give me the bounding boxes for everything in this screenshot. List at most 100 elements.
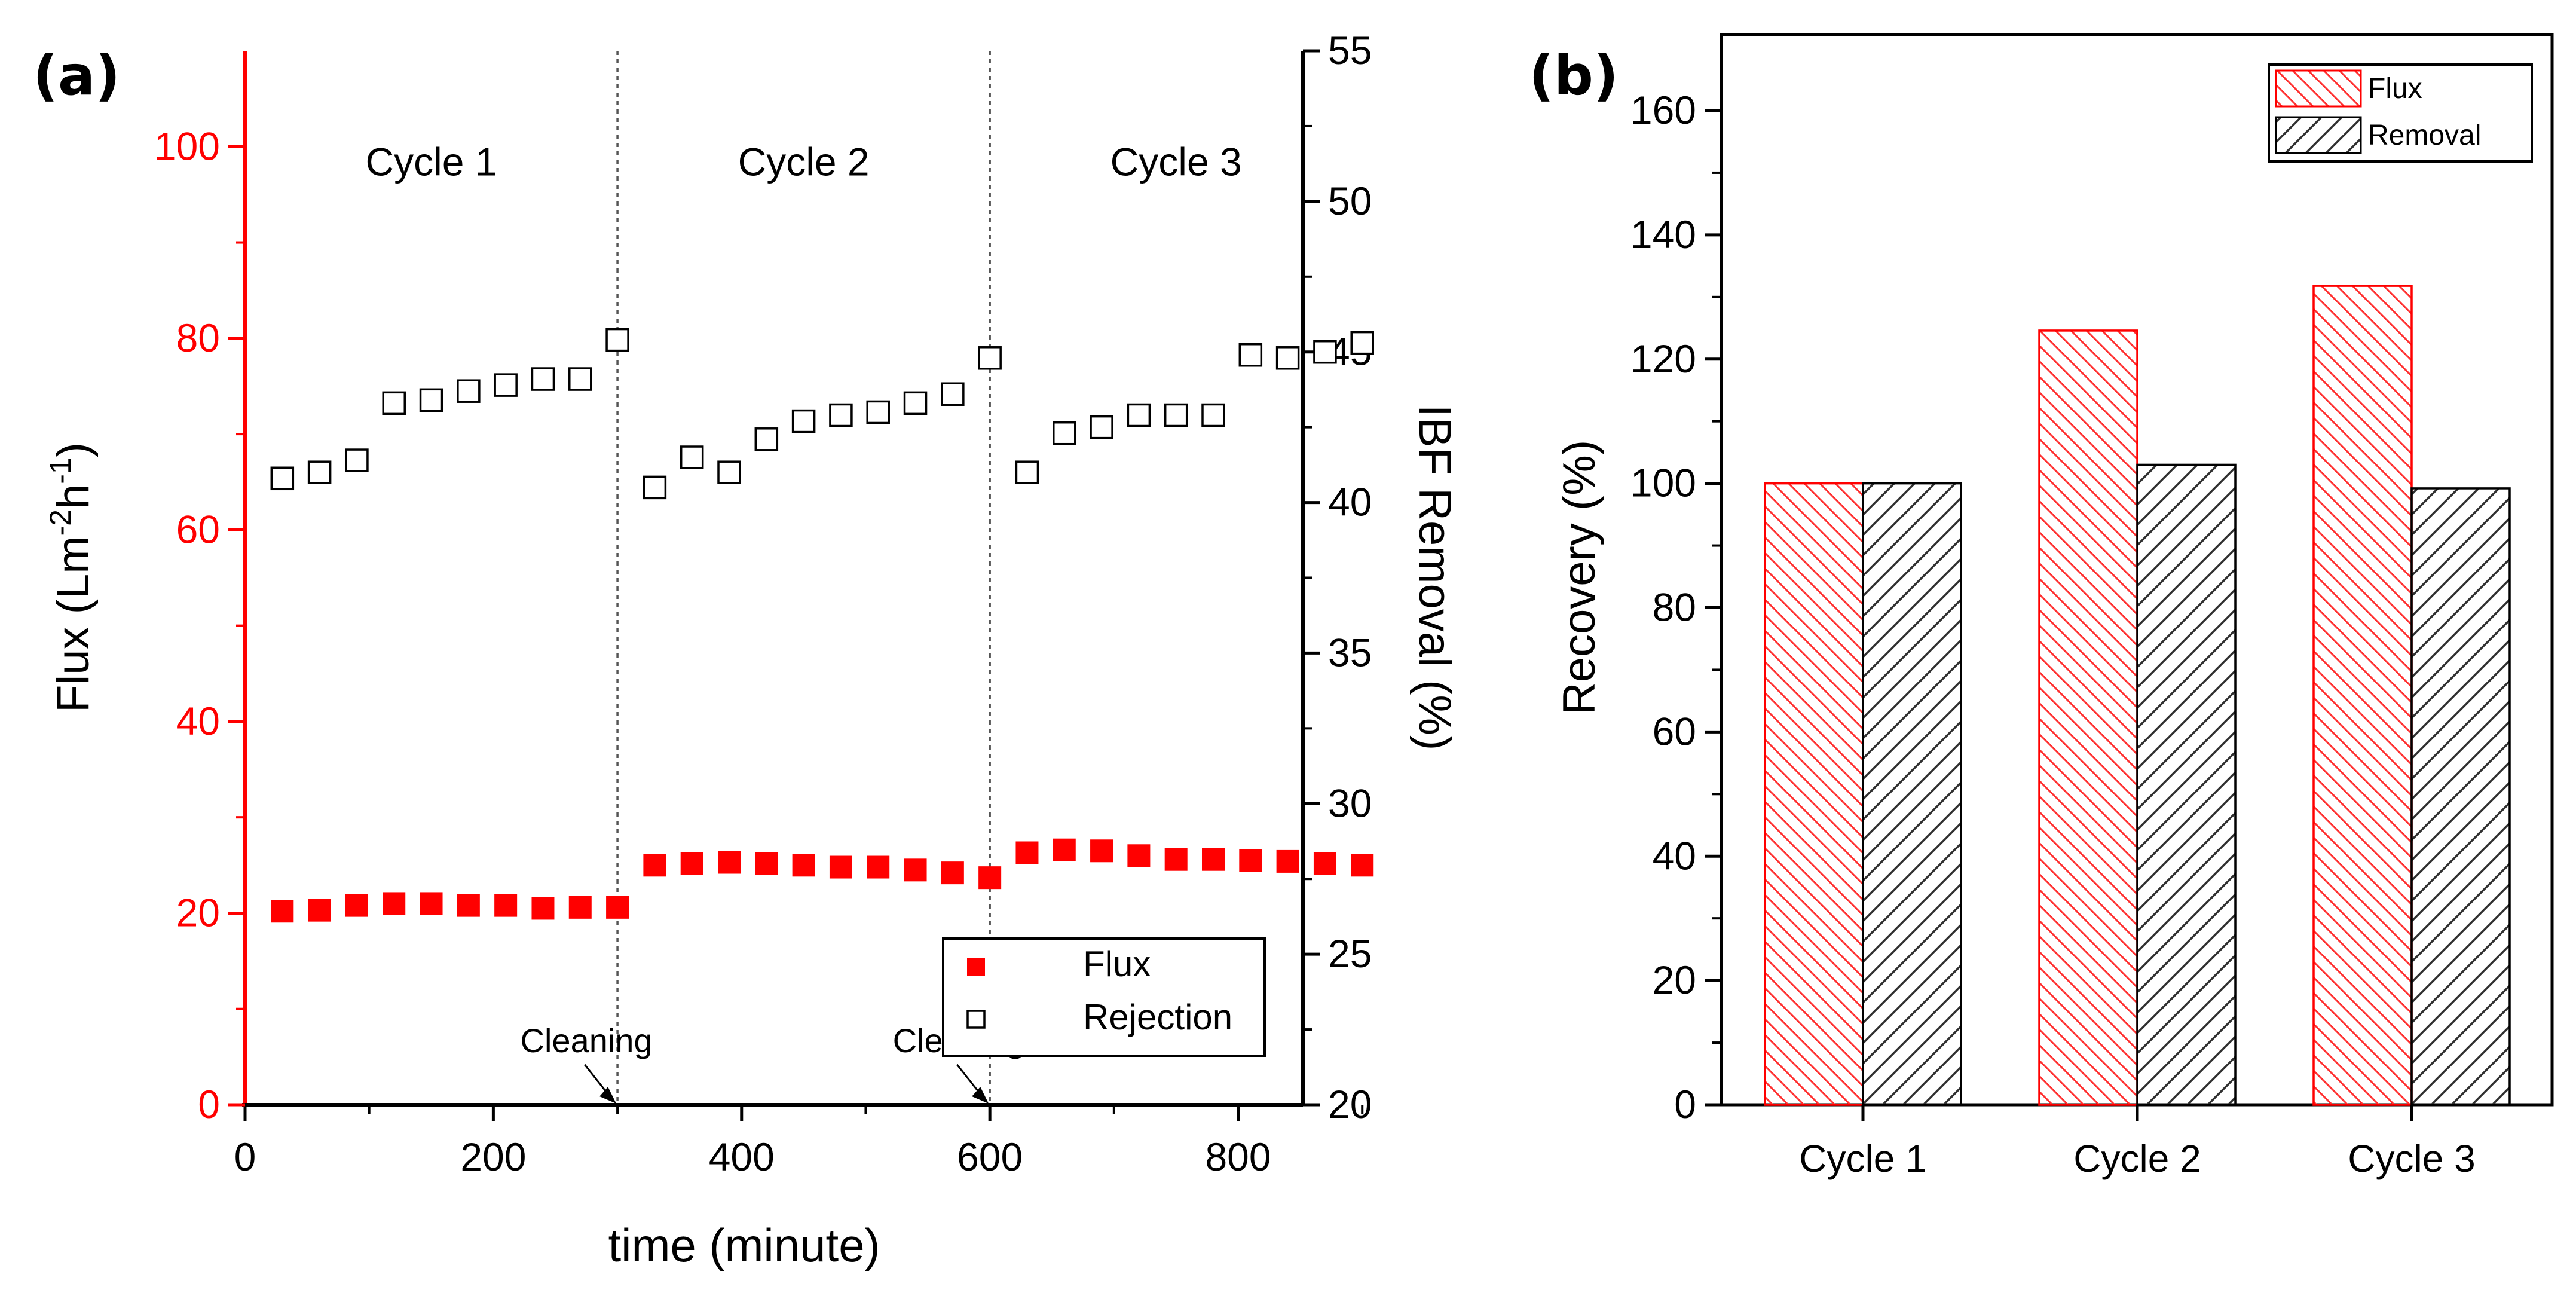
a-rejection-point (1275, 346, 1300, 370)
a-rejection-point (270, 466, 295, 491)
a-rejection-point (1238, 343, 1263, 367)
a-flux-point (792, 854, 815, 877)
a-flux-point (308, 899, 331, 922)
a-right-y-tick-label: 35 (1328, 630, 1372, 674)
a-x-tick-label: 800 (1205, 1135, 1271, 1179)
a-rejection-point (1164, 403, 1188, 427)
a-legend-flux-label: Flux (1083, 944, 1151, 984)
a-flux-point (1239, 849, 1262, 872)
a-flux-point (643, 854, 666, 877)
a-flux-point (941, 861, 964, 885)
a-rejection-point (1350, 331, 1374, 355)
a-cycle-labels: Cycle 1 Cycle 2 Cycle 3 (365, 139, 1241, 184)
a-flux-point (568, 896, 592, 919)
a-left-y-ticks: 0 20 40 60 80 100 (154, 124, 245, 1126)
a-rejection-point (382, 391, 406, 415)
a-right-y-tick-label: 40 (1328, 480, 1372, 524)
a-flux-point (271, 900, 294, 923)
a-flux-point (420, 892, 443, 915)
a-flux-point (718, 851, 741, 874)
a-left-y-tick-label: 20 (176, 890, 220, 934)
a-rejection-point (829, 403, 853, 427)
panel-a-label: (a) (33, 44, 120, 108)
a-left-y-tick-label: 60 (176, 507, 220, 551)
a-legend-rejection-label: Rejection (1083, 997, 1232, 1037)
a-flux-series (271, 838, 1374, 923)
a-rejection-point (643, 475, 667, 500)
a-left-y-tick-label: 80 (176, 316, 220, 360)
a-rejection-point (531, 367, 555, 391)
a-rejection-point (345, 448, 369, 472)
a-legend: Flux Rejection (942, 937, 1266, 1057)
a-flux-point (1202, 848, 1225, 871)
a-flux-point (1127, 844, 1151, 867)
a-flux-point (457, 894, 480, 917)
a-left-y-tick-label: 40 (176, 699, 220, 743)
b-y-tick-label: 140 (1630, 212, 1696, 256)
b-bar-removal (2136, 463, 2237, 1106)
b-y-tick-label: 0 (1674, 1082, 1696, 1126)
b-x-tick-label: Cycle 1 (1799, 1137, 1926, 1180)
a-rejection-point (1201, 403, 1225, 427)
panel-b-label: (b) (1529, 44, 1619, 108)
a-flux-point (755, 852, 778, 875)
b-y-axis-title: Recovery (%) (1554, 440, 1605, 715)
a-right-y-tick-label: 50 (1328, 179, 1372, 223)
a-flux-point (680, 852, 703, 875)
b-x-ticks: Cycle 1 Cycle 2 Cycle 3 (1799, 1105, 2476, 1180)
a-rejection-point (903, 391, 928, 415)
a-right-y-tick-label: 55 (1328, 28, 1372, 72)
a-rejection-point (1015, 460, 1039, 484)
a-x-ticks: 0 200 400 600 800 (234, 1105, 1364, 1179)
b-legend-removal-swatch (2275, 116, 2362, 154)
a-rejection-series (270, 328, 1374, 500)
b-bars (1764, 285, 2511, 1106)
b-bar-flux (2038, 329, 2138, 1106)
a-cycle-label: Cycle 2 (738, 139, 870, 184)
b-y-tick-label: 120 (1630, 337, 1696, 381)
a-cycle-label: Cycle 1 (365, 139, 497, 184)
a-flux-point (1053, 838, 1076, 861)
a-annotation-arrow-head (972, 1087, 989, 1104)
panel-b: (b) 0 20 40 60 80 100 120 140 160 Cycle 1 Cycle 2… (1529, 33, 2554, 1180)
b-x-tick-label: Cycle 3 (2348, 1137, 2475, 1180)
a-rejection-point (866, 400, 890, 424)
a-x-tick-label: 600 (957, 1135, 1023, 1179)
a-x-tick-label: 200 (460, 1135, 526, 1179)
b-bar-removal (1862, 482, 1962, 1106)
a-rejection-point (605, 328, 629, 352)
a-rejection-point (457, 379, 481, 403)
a-rejection-point (754, 427, 779, 451)
a-rejection-point (680, 445, 704, 469)
a-rejection-point (941, 382, 965, 406)
b-bar-flux (1764, 482, 1864, 1106)
b-bar-removal (2410, 487, 2511, 1106)
b-bar-flux (2312, 285, 2413, 1106)
b-legend-removal-label: Removal (2368, 120, 2481, 151)
a-left-y-axis-title: Flux (Lm-2h-1) (44, 442, 99, 713)
a-right-y-tick-label: 25 (1328, 931, 1372, 976)
b-x-tick-label: Cycle 2 (2073, 1137, 2201, 1180)
a-annotation-arrow-head (599, 1087, 617, 1104)
a-x-tick-label: 400 (709, 1135, 775, 1179)
a-flux-point (494, 894, 518, 917)
a-flux-point (531, 897, 555, 920)
a-rejection-point (419, 388, 443, 412)
a-flux-point (1313, 852, 1336, 875)
a-legend-rejection-marker (966, 1010, 986, 1029)
a-annotation-label: Cleaning (521, 1022, 653, 1059)
a-right-y-tick-label: 30 (1328, 781, 1372, 825)
b-y-tick-label: 160 (1630, 88, 1696, 132)
a-rejection-point (1053, 421, 1076, 445)
a-cycle-label: Cycle 3 (1110, 139, 1242, 184)
a-flux-point (829, 855, 852, 879)
a-rejection-point (1127, 403, 1151, 427)
a-flux-point (1164, 848, 1188, 871)
a-left-y-tick-label: 100 (154, 124, 220, 168)
a-flux-point (383, 892, 406, 915)
a-right-y-axis-title: IBF Removal (%) (1409, 405, 1460, 751)
b-legend-flux-label: Flux (2368, 73, 2422, 105)
a-rejection-point (791, 409, 816, 433)
b-y-tick-label: 40 (1653, 833, 1696, 878)
